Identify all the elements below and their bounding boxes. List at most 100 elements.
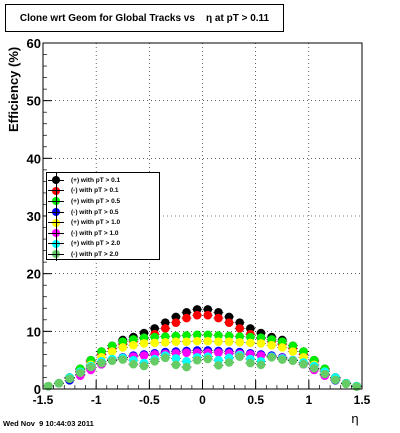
legend-entry: (-) with pT > 0.5 bbox=[48, 205, 156, 220]
legend-entry: (+) with pT > 1.0 bbox=[48, 215, 156, 230]
x-tick-label: 1 bbox=[305, 393, 312, 407]
data-point bbox=[107, 347, 117, 356]
data-point bbox=[118, 343, 128, 352]
data-point bbox=[192, 355, 202, 365]
data-point bbox=[182, 313, 191, 323]
y-tick-label: 0 bbox=[34, 382, 41, 397]
data-point bbox=[235, 337, 245, 347]
legend-marker bbox=[48, 205, 64, 220]
data-point bbox=[352, 382, 361, 391]
legend-marker bbox=[48, 247, 64, 262]
data-point bbox=[203, 330, 213, 340]
data-point bbox=[203, 310, 213, 320]
data-point bbox=[331, 375, 340, 385]
legend-label: (+) with pT > 1.0 bbox=[71, 219, 121, 227]
legend-marker bbox=[48, 173, 64, 188]
data-point bbox=[97, 358, 106, 368]
legend-label: (-) with pT > 2.0 bbox=[71, 250, 119, 258]
data-point bbox=[139, 339, 149, 348]
data-point bbox=[86, 362, 96, 372]
legend-label: (+) with pT > 0.5 bbox=[71, 197, 121, 205]
data-point bbox=[129, 359, 138, 369]
legend-entry: (-) with pT > 0.1 bbox=[48, 183, 156, 198]
data-point bbox=[235, 352, 245, 362]
legend-label: (-) with pT > 0.5 bbox=[71, 208, 119, 216]
data-point bbox=[224, 337, 234, 347]
data-point bbox=[203, 336, 213, 346]
x-tick-label: -1 bbox=[91, 393, 102, 407]
data-point bbox=[171, 318, 181, 327]
data-point bbox=[214, 348, 223, 357]
data-point bbox=[160, 324, 170, 333]
data-point bbox=[224, 318, 234, 327]
data-point bbox=[150, 338, 159, 348]
data-point bbox=[171, 337, 181, 347]
y-tick-label: 30 bbox=[27, 209, 41, 224]
legend-label: (+) with pT > 0.1 bbox=[71, 176, 121, 184]
legend-marker bbox=[48, 194, 64, 209]
x-tick-label: -0.5 bbox=[139, 393, 160, 407]
legend-marker bbox=[48, 236, 64, 251]
data-point bbox=[182, 331, 191, 340]
x-tick-label: 0 bbox=[199, 393, 206, 407]
data-point bbox=[299, 359, 308, 369]
data-point bbox=[139, 351, 149, 360]
data-point bbox=[203, 354, 213, 364]
data-point bbox=[277, 355, 287, 364]
y-axis-label: Efficiency (%) bbox=[6, 47, 21, 132]
data-point bbox=[341, 379, 351, 389]
data-point bbox=[224, 358, 234, 367]
data-point bbox=[320, 369, 330, 379]
data-point bbox=[182, 362, 191, 372]
data-point bbox=[214, 331, 223, 340]
data-point bbox=[288, 356, 298, 366]
data-point bbox=[192, 310, 202, 320]
legend-entry: (-) with pT > 2.0 bbox=[48, 247, 156, 262]
data-point bbox=[182, 348, 191, 357]
data-point bbox=[267, 352, 276, 362]
data-point bbox=[246, 338, 255, 348]
data-point bbox=[246, 358, 255, 368]
data-point bbox=[182, 337, 191, 347]
data-point bbox=[171, 360, 181, 370]
x-tick-label: 1.5 bbox=[354, 393, 371, 407]
x-tick-label: -1.5 bbox=[33, 393, 54, 407]
data-point bbox=[129, 340, 138, 350]
data-point bbox=[235, 324, 245, 333]
data-point bbox=[214, 361, 223, 370]
legend-entry: (+) with pT > 0.1 bbox=[48, 173, 156, 188]
data-point bbox=[65, 374, 74, 383]
series-layer bbox=[43, 305, 362, 391]
y-tick-label: 40 bbox=[27, 151, 41, 166]
legend: (+) with pT > 0.1 (-) with pT > 0.1 (+) wi… bbox=[46, 172, 160, 262]
y-tick-label: 10 bbox=[27, 324, 41, 339]
data-point bbox=[107, 356, 117, 366]
y-tick-label: 20 bbox=[27, 267, 41, 282]
data-point bbox=[192, 330, 202, 340]
data-point bbox=[214, 313, 223, 323]
axis-ticks bbox=[42, 42, 363, 390]
legend-marker bbox=[48, 215, 64, 230]
y-tick-label: 60 bbox=[27, 36, 41, 51]
legend-label: (+) with pT > 2.0 bbox=[71, 240, 121, 248]
data-point bbox=[277, 343, 287, 352]
legend-entry: (+) with pT > 2.0 bbox=[48, 236, 156, 251]
data-point bbox=[75, 368, 85, 378]
data-point bbox=[309, 363, 319, 373]
data-point bbox=[267, 340, 276, 350]
legend-entry: (+) with pT > 0.5 bbox=[48, 194, 156, 209]
series-2 bbox=[43, 310, 362, 391]
data-point bbox=[256, 339, 266, 348]
x-axis-label: η bbox=[351, 411, 358, 426]
legend-label: (-) with pT > 1.0 bbox=[71, 229, 119, 237]
data-point bbox=[118, 355, 128, 364]
data-point bbox=[139, 361, 149, 371]
x-tick-label: 0.5 bbox=[247, 393, 264, 407]
data-point bbox=[54, 378, 64, 388]
data-point bbox=[160, 337, 170, 347]
tick-labels: -1.5 -1 -0.5 0 0.5 1 1.5 0 10 20 30 40 50 60 bbox=[27, 36, 371, 407]
legend-marker bbox=[48, 226, 64, 241]
data-point bbox=[171, 354, 181, 363]
legend-label: (-) with pT > 0.1 bbox=[71, 187, 119, 195]
